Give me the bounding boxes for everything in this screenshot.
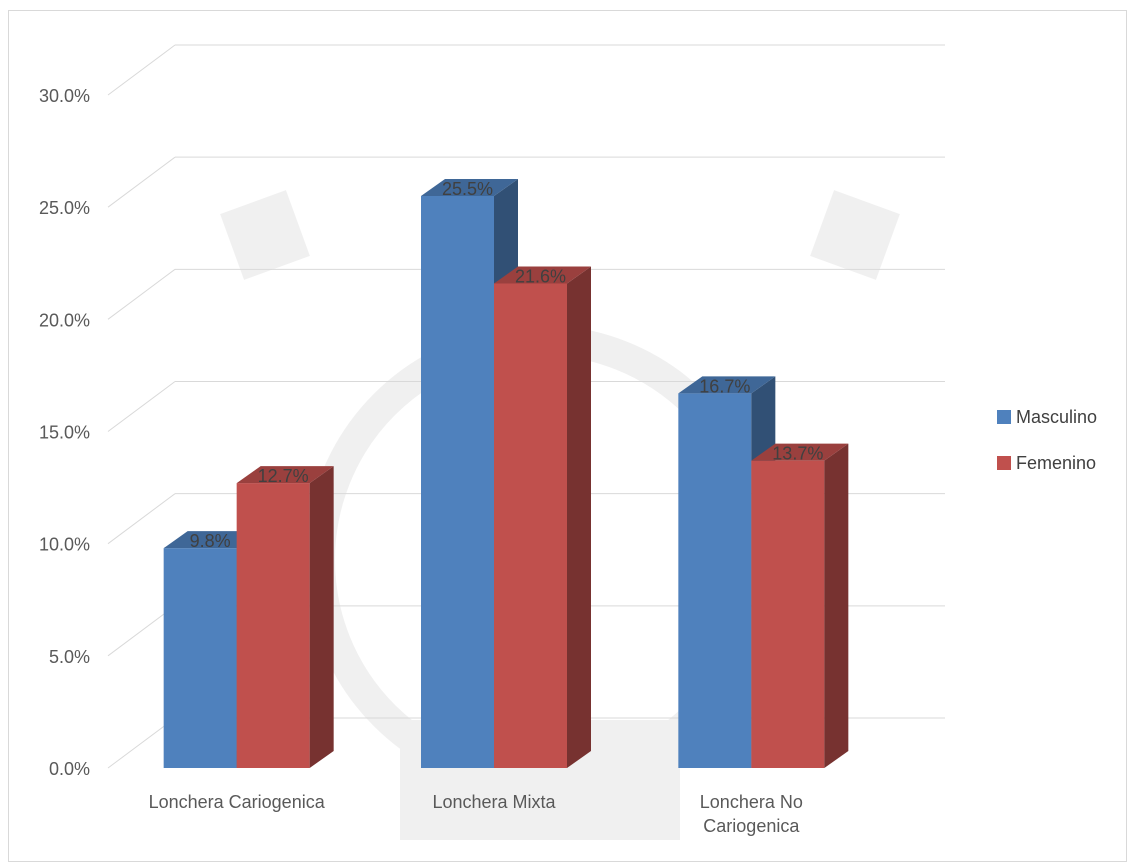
y-tick-label: 5.0%: [49, 647, 90, 667]
legend-label: Femenino: [1016, 453, 1096, 473]
bar-side: [309, 466, 334, 768]
category-label: Cariogenica: [703, 816, 800, 836]
y-tick-label: 0.0%: [49, 759, 90, 779]
data-label: 12.7%: [258, 466, 309, 486]
bar-top: [678, 376, 776, 394]
bar-top: [421, 178, 518, 196]
y-tick-label: 30.0%: [39, 86, 90, 106]
bar-side: [824, 443, 849, 768]
bar: [163, 548, 237, 768]
y-tick-label: 20.0%: [39, 310, 90, 330]
bar: [236, 483, 310, 768]
gridline-diagonal: [107, 156, 176, 208]
bar-top: [163, 531, 261, 549]
category-label: Lonchera Cariogenica: [149, 792, 326, 812]
y-tick-label: 25.0%: [39, 198, 90, 218]
data-label: 25.5%: [442, 179, 493, 199]
gridline-diagonal: [107, 44, 176, 96]
legend-swatch: [997, 456, 1011, 470]
gridline-diagonal: [107, 493, 176, 545]
bar-top: [236, 466, 334, 484]
category-label: Lonchera No: [700, 792, 803, 812]
legend-swatch: [997, 410, 1011, 424]
bar-side: [567, 266, 591, 768]
bar: [751, 460, 825, 768]
gridline-diagonal: [107, 268, 176, 320]
data-label: 13.7%: [772, 444, 823, 464]
bar-top: [751, 443, 849, 461]
bar-top: [494, 266, 591, 284]
data-label: 21.6%: [515, 266, 566, 286]
data-label: 16.7%: [699, 376, 750, 396]
gridline-diagonal: [107, 381, 176, 432]
y-tick-label: 10.0%: [39, 535, 90, 555]
data-label: 9.8%: [190, 531, 231, 551]
bar: [678, 393, 752, 768]
category-label: Lonchera Mixta: [432, 792, 556, 812]
legend-label: Masculino: [1016, 407, 1097, 427]
bar: [494, 283, 567, 768]
y-tick-label: 15.0%: [39, 423, 90, 443]
bar: [421, 195, 494, 768]
